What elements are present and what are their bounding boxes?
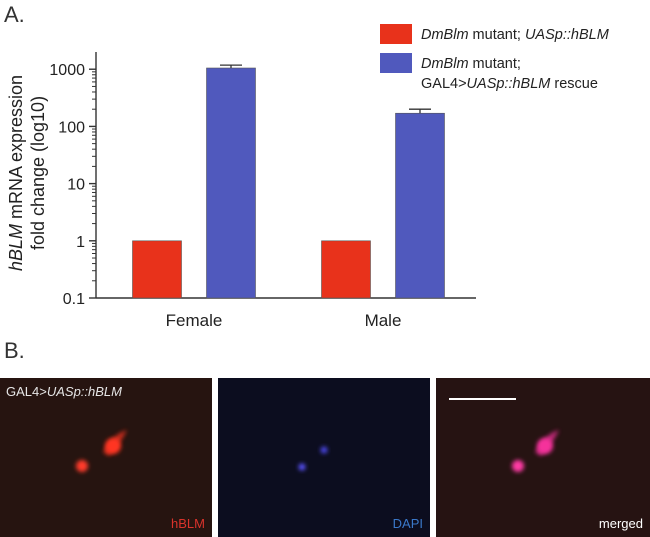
y-tick-label: 1000 [49,62,85,79]
micrograph-channel-label: merged [598,516,643,531]
bar [206,67,256,299]
nucleus-signal [537,438,553,454]
x-tick-label: Female [166,311,223,330]
svg-text:hBLM mRNA expression: hBLM mRNA expression [6,75,26,271]
micrograph-panel-merged: merged [436,378,650,537]
y-axis-title-line2: fold change (log10) [28,96,48,250]
micrograph-title-italic: UASp::hBLM [46,384,122,399]
micrograph-title-prefix: GAL4> [6,384,47,399]
panel-b-label: B. [4,338,25,363]
x-tick-label: Male [365,311,402,330]
legend-swatch [380,24,412,44]
nucleus-signal [76,460,88,472]
legend-label: DmBlm mutant; UASp::hBLM [421,27,610,43]
y-axis-title: hBLM mRNA expression fold change (log10) [6,75,48,271]
micrograph-channel-label: DAPI [392,516,423,531]
nucleus-signal [105,438,121,454]
micrograph-channel-label: hBLM [171,516,205,531]
y-axis-title-rest: mRNA expression [6,75,26,224]
scale-bar [449,398,516,400]
y-tick-label: 0.1 [63,291,85,308]
bar [321,240,371,299]
y-axis-title-italic: hBLM [6,224,26,271]
micrograph-panel-dapi: DAPI [218,378,430,537]
legend-label-line2: GAL4>UASp::hBLM rescue [421,76,598,92]
nucleus-signal [512,460,524,472]
micrograph-image [76,430,127,472]
bar [395,112,445,299]
bar-chart: hBLM mRNA expression fold change (log10)… [6,24,610,330]
legend-label: DmBlm mutant; [421,56,521,72]
panel-a-label: A. [4,2,25,27]
nucleus-signal [320,446,328,454]
bar [132,240,182,299]
micrograph-image [512,430,559,472]
y-tick-label: 100 [58,119,85,136]
nucleus-signal [298,463,306,471]
micrograph-image [298,446,328,471]
y-tick-label: 10 [67,177,85,194]
y-tick-label: 1 [76,234,85,251]
micrograph-title: GAL4>UASp::hBLM [6,384,122,399]
legend-swatch [380,53,412,73]
